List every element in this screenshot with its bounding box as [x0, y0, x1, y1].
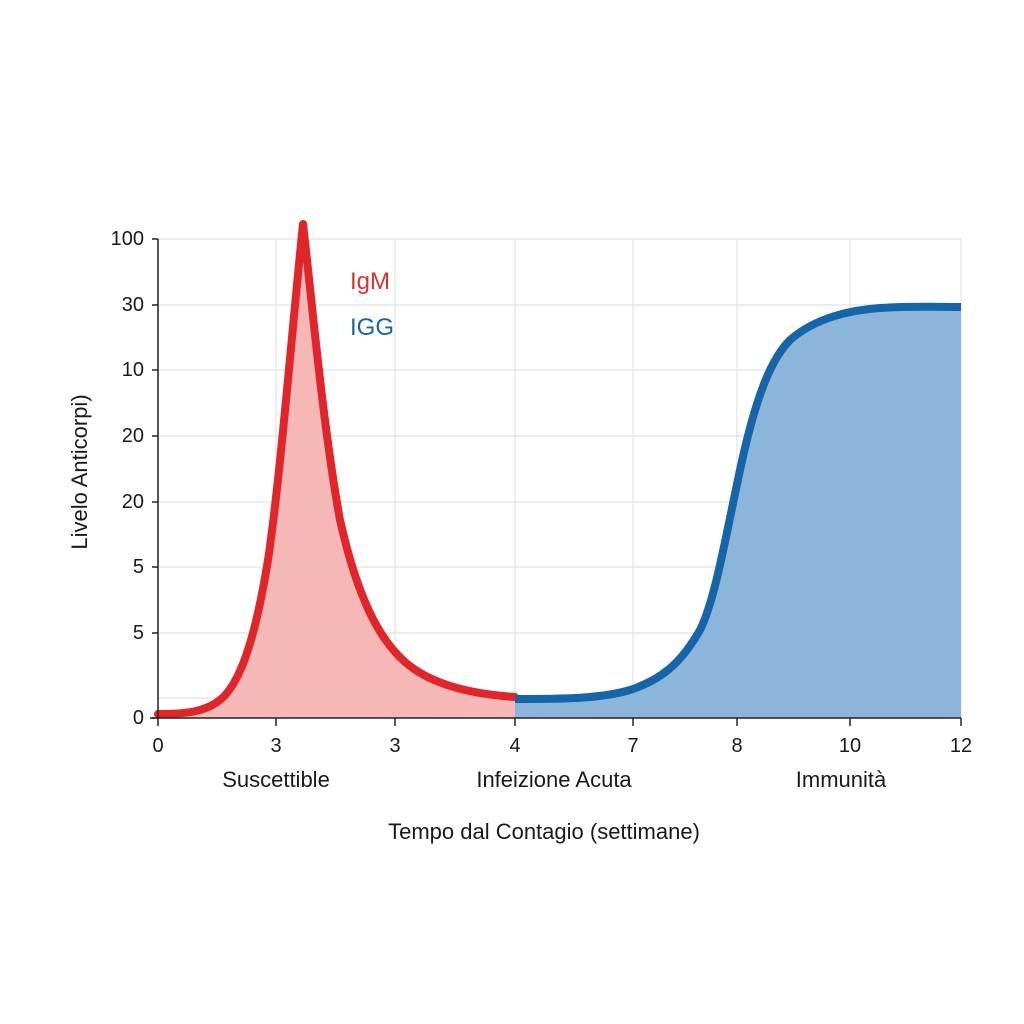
x-tick-label: 10 — [838, 735, 862, 757]
y-tick-label: 100 — [110, 228, 144, 250]
y-tick-label: 5 — [132, 556, 144, 578]
y-tick-label: 30 — [121, 294, 144, 316]
legend-igg: IGG — [350, 314, 395, 341]
igm-area — [158, 224, 515, 718]
x-tick-label: 7 — [627, 735, 639, 757]
x-tick-label: 0 — [152, 735, 164, 757]
axes — [150, 238, 962, 726]
y-tick-label: 5 — [132, 622, 144, 644]
y-tick-label: 20 — [121, 491, 144, 513]
x-tick-label: 3 — [270, 735, 282, 757]
phase-label-susceptible: Suscettible — [222, 767, 330, 792]
igg-area — [515, 306, 961, 718]
phase-label-acute-infection: Infeizione Acuta — [476, 767, 632, 792]
y-tick-label: 10 — [121, 359, 144, 381]
legend-igm: IgM — [350, 268, 391, 295]
y-tick-label: 0 — [132, 707, 144, 729]
x-tick-label: 3 — [389, 735, 401, 757]
y-tick-label: 20 — [121, 425, 144, 447]
x-axis-title: Tempo dal Contagio (settimane) — [388, 819, 700, 844]
phase-label-immunity: Immunità — [795, 767, 887, 792]
igg-line — [514, 302, 962, 703]
x-tick-label: 12 — [949, 735, 973, 757]
igm-line — [154, 220, 519, 718]
x-tick-label: 8 — [731, 735, 743, 757]
x-tick-label: 4 — [509, 735, 521, 757]
y-axis-title: Livelo Anticorpi) — [67, 394, 92, 550]
